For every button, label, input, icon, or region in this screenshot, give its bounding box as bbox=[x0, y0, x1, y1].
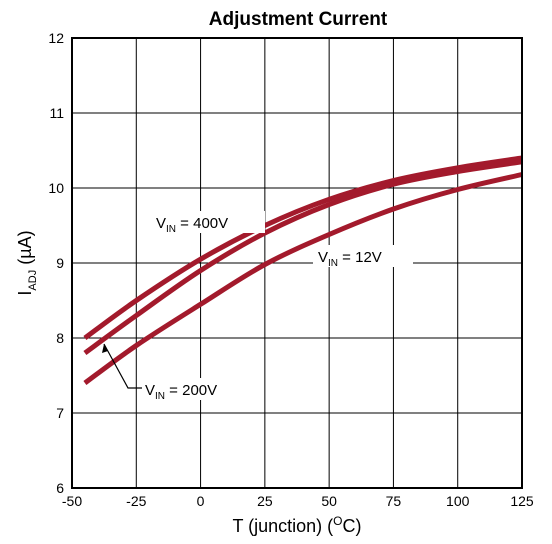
y-tick-label: 9 bbox=[56, 255, 64, 271]
x-tick-label: 25 bbox=[257, 493, 273, 509]
x-tick-label: 50 bbox=[321, 493, 337, 509]
arrowhead-icon bbox=[102, 344, 108, 353]
y-axis-label: IADJ (µA) bbox=[15, 230, 39, 295]
y-tick-label: 7 bbox=[56, 405, 64, 421]
grid bbox=[72, 38, 522, 488]
svg-text:VIN = 12V: VIN = 12V bbox=[318, 249, 382, 269]
y-tick-label: 8 bbox=[56, 330, 64, 346]
x-tick-label: 0 bbox=[197, 493, 205, 509]
y-tick-label: 12 bbox=[48, 30, 64, 46]
plot-frame bbox=[71, 37, 523, 489]
x-tick-label: 100 bbox=[446, 493, 470, 509]
chart-title: Adjustment Current bbox=[209, 9, 388, 30]
series-line-vin-12v bbox=[83, 172, 523, 386]
annotation-leader-line bbox=[103, 343, 142, 389]
series-line-vin-200v bbox=[83, 159, 523, 356]
x-tick-label: 125 bbox=[510, 493, 534, 509]
svg-text:VIN = 400V: VIN = 400V bbox=[156, 215, 228, 235]
x-axis-label: T (junction) (OC) bbox=[232, 514, 361, 536]
x-tick-label: -25 bbox=[126, 493, 146, 509]
series-lines bbox=[83, 155, 523, 386]
tick-labels: -50 -25 0 25 50 75 100 125 6 7 8 9 10 11 12 bbox=[48, 30, 533, 509]
y-tick-label: 10 bbox=[48, 180, 64, 196]
x-tick-label: 75 bbox=[386, 493, 402, 509]
svg-text:VIN = 200V: VIN = 200V bbox=[145, 382, 217, 402]
y-tick-label: 6 bbox=[56, 480, 64, 496]
annotation-vin-400v: VIN = 400V bbox=[150, 211, 265, 235]
y-tick-label: 11 bbox=[49, 105, 64, 121]
x-tick-label: -50 bbox=[62, 493, 82, 509]
annotation-vin-200v: VIN = 200V bbox=[102, 343, 242, 402]
annotation-vin-12v: VIN = 12V bbox=[313, 245, 413, 269]
series-line-vin-400v bbox=[83, 155, 523, 341]
